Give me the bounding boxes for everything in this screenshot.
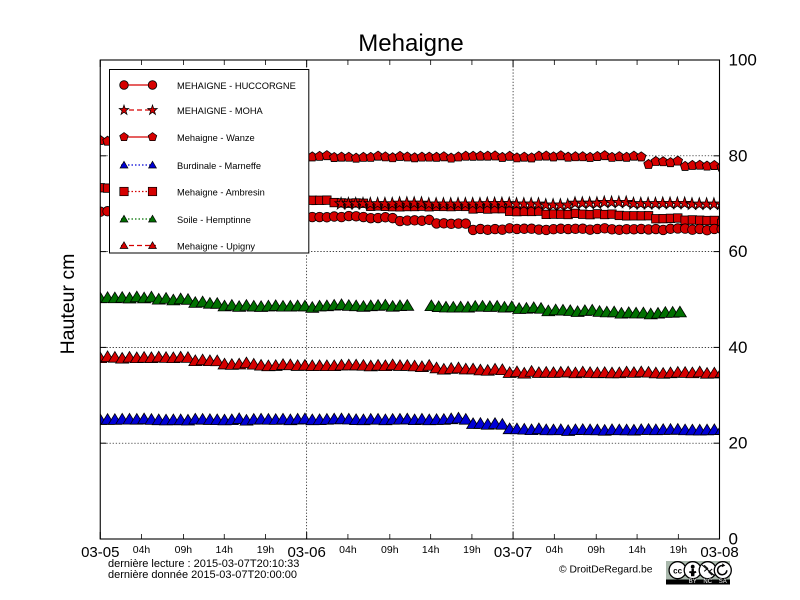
svg-text:14h: 14h [215,544,233,556]
svg-text:19h: 19h [670,544,688,556]
svg-text:BY: BY [689,579,697,585]
svg-text:09h: 09h [175,544,193,556]
svg-text:20: 20 [729,434,748,453]
svg-text:40: 40 [729,338,748,357]
svg-text:© DroitDeRegard.be: © DroitDeRegard.be [559,565,653,576]
svg-text:MEHAIGNE - HUCCORGNE: MEHAIGNE - HUCCORGNE [177,81,296,91]
svg-text:NC: NC [703,579,712,585]
svg-text:cc: cc [673,567,682,576]
svg-text:09h: 09h [381,544,399,556]
svg-text:09h: 09h [587,544,605,556]
svg-text:Mehaigne: Mehaigne [358,30,463,57]
svg-text:14h: 14h [422,544,440,556]
svg-text:14h: 14h [628,544,646,556]
svg-text:04h: 04h [339,544,357,556]
svg-text:Mehaigne - Upigny: Mehaigne - Upigny [177,242,255,252]
svg-text:SA: SA [719,579,727,585]
svg-text:0: 0 [729,530,738,549]
svg-text:Mehaigne - Ambresin: Mehaigne - Ambresin [177,188,265,198]
svg-text:19h: 19h [257,544,275,556]
svg-text:100: 100 [729,51,757,70]
svg-text:04h: 04h [133,544,151,556]
svg-text:60: 60 [729,242,748,261]
svg-text:03-07: 03-07 [494,544,532,561]
svg-text:Burdinale - Marneffe: Burdinale - Marneffe [177,161,261,171]
svg-text:Mehaigne - Wanze: Mehaigne - Wanze [177,133,255,143]
svg-text:dernière donnée 2015-03-07T20: dernière donnée 2015-03-07T20:00:00 [108,569,297,581]
svg-text:80: 80 [729,146,748,165]
svg-text:Hauteur cm: Hauteur cm [57,254,79,355]
svg-text:Soile - Hemptinne: Soile - Hemptinne [177,215,251,225]
svg-text:19h: 19h [463,544,481,556]
svg-text:04h: 04h [546,544,564,556]
svg-text:MEHAIGNE - MOHA: MEHAIGNE - MOHA [177,106,264,116]
